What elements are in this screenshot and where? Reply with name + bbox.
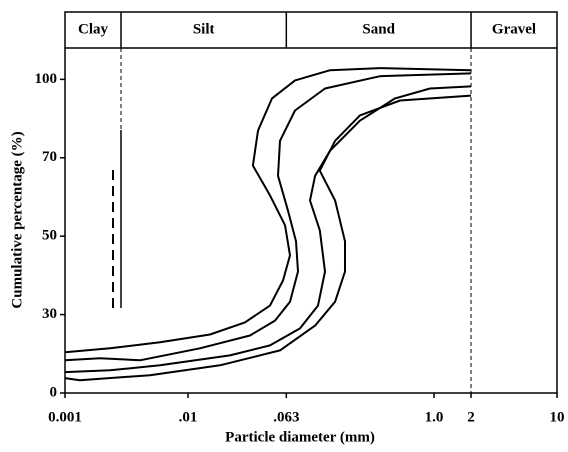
data-line [64, 85, 472, 374]
y-tick-label: 0 [50, 384, 58, 400]
x-tick-label: .01 [179, 409, 198, 425]
zone-label: Clay [78, 21, 109, 37]
x-axis-label: Particle diameter (mm) [225, 429, 375, 445]
data-line [64, 94, 472, 382]
y-axis-label: Cumulative percentage (%) [9, 131, 25, 308]
y-tick-label: 70 [42, 149, 57, 165]
zone-label: Gravel [492, 21, 536, 37]
x-tick-label: 2 [467, 409, 475, 425]
zone-label: Silt [193, 21, 215, 37]
x-tick-label: .063 [273, 409, 299, 425]
x-tick-label: 10 [550, 409, 565, 425]
data-line [64, 72, 472, 362]
frame [64, 11, 558, 394]
y-tick-label: 50 [42, 228, 57, 244]
x-tick-label: 0.001 [48, 409, 82, 425]
zone-label: Sand [362, 21, 395, 37]
x-tick-label: 1.0 [425, 409, 444, 425]
y-tick-label: 30 [42, 306, 57, 322]
y-tick-label: 100 [35, 71, 58, 87]
data-line [64, 67, 472, 354]
